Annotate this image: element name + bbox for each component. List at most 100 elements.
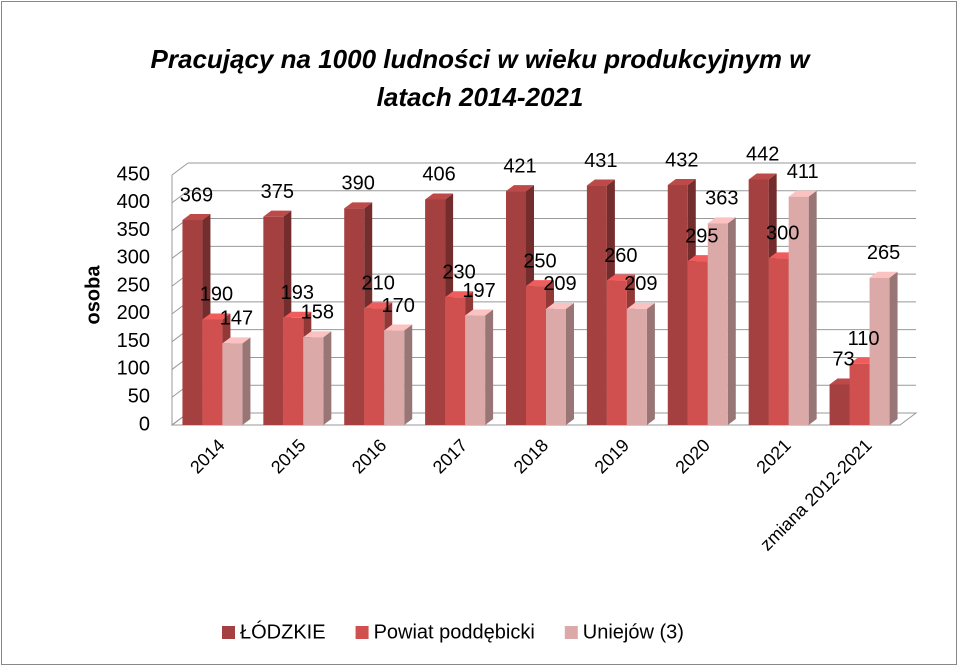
bar-top <box>202 313 231 320</box>
bar <box>586 185 607 425</box>
bar <box>687 261 708 425</box>
bar-top <box>445 291 474 298</box>
value-label: 190 <box>200 284 233 306</box>
value-label: 375 <box>261 181 294 203</box>
bar <box>303 337 324 425</box>
bar <box>768 258 789 425</box>
bar-top <box>526 280 554 287</box>
bar-side <box>727 217 736 425</box>
bar-top <box>606 274 635 281</box>
bar <box>707 223 728 425</box>
bar <box>465 315 486 425</box>
bar-top <box>546 302 574 309</box>
bar-top <box>586 179 615 186</box>
bar <box>869 277 890 425</box>
bar-top <box>222 337 251 344</box>
value-label: 265 <box>867 242 900 264</box>
bar <box>344 208 365 425</box>
bar-top <box>788 190 817 197</box>
bar-top <box>344 202 373 209</box>
y-tick-label: 100 <box>117 358 150 380</box>
bar <box>263 216 284 425</box>
legend-swatch <box>564 626 578 639</box>
legend-swatch <box>222 626 235 639</box>
y-tick-label: 150 <box>117 330 150 352</box>
y-tick-label: 0 <box>139 413 150 435</box>
bar <box>182 220 203 425</box>
bar <box>748 179 769 425</box>
value-label: 209 <box>543 273 576 295</box>
bar <box>546 308 566 425</box>
value-label: 363 <box>705 188 738 210</box>
bar-side <box>808 190 817 425</box>
grid-line <box>171 162 189 176</box>
legend-label: Powiat poddębicki <box>374 621 535 643</box>
bar <box>849 363 870 425</box>
value-label: 295 <box>685 225 718 247</box>
value-label: 300 <box>766 223 799 245</box>
bar <box>283 317 304 425</box>
bar-top <box>425 193 454 200</box>
value-label: 260 <box>604 245 637 267</box>
bar-top <box>384 324 413 331</box>
value-label: 193 <box>281 282 314 304</box>
bar <box>667 185 688 425</box>
legend-label: ŁÓDZKIE <box>240 620 326 643</box>
value-label: 158 <box>301 302 334 324</box>
value-label: 431 <box>584 150 617 172</box>
bar <box>202 319 223 425</box>
y-tick-label: 300 <box>117 247 150 269</box>
bar-top <box>626 302 655 309</box>
bar-side <box>566 302 574 425</box>
bar-top <box>506 185 534 192</box>
y-tick-label: 350 <box>117 219 150 241</box>
value-label: 209 <box>624 273 657 295</box>
grid-line <box>171 190 189 204</box>
bar <box>626 308 647 425</box>
y-tick-label: 200 <box>117 302 150 324</box>
value-label: 406 <box>422 164 455 186</box>
bar <box>222 343 243 425</box>
bar <box>384 330 405 425</box>
bar-side <box>646 302 655 425</box>
legend-swatch <box>355 626 369 639</box>
value-label: 210 <box>362 273 395 295</box>
bar-side <box>323 331 332 425</box>
y-tick-label: 250 <box>117 274 150 296</box>
bar-top <box>869 271 898 278</box>
bar-side <box>889 271 898 425</box>
y-tick-label: 400 <box>117 191 150 213</box>
bar-top <box>283 311 312 318</box>
y-tick-label: 50 <box>128 386 150 408</box>
bar <box>829 384 850 425</box>
y-tick-label: 450 <box>117 163 150 185</box>
bar <box>425 199 446 425</box>
bar <box>506 191 526 425</box>
value-label: 73 <box>832 349 854 371</box>
value-label: 442 <box>746 144 779 166</box>
legend-label: Uniejów (3) <box>583 621 684 643</box>
bar-top <box>364 302 393 309</box>
value-label: 411 <box>787 161 819 183</box>
bar <box>445 297 466 425</box>
bar-top <box>748 173 777 180</box>
y-axis-label: osoba <box>82 265 104 325</box>
value-label: 390 <box>342 173 375 195</box>
bar-side <box>485 309 494 425</box>
bar <box>526 286 546 425</box>
bar <box>606 280 627 425</box>
bar-top <box>707 217 736 224</box>
bar-side <box>404 324 413 425</box>
bar-top <box>182 214 211 220</box>
bar-top <box>465 309 494 316</box>
value-label: 197 <box>462 280 495 302</box>
value-label: 421 <box>503 155 536 177</box>
value-label: 170 <box>382 295 415 317</box>
bar <box>364 308 385 425</box>
value-label: 230 <box>442 262 475 284</box>
bar-top <box>303 331 332 338</box>
value-label: 250 <box>523 250 556 272</box>
value-label: 432 <box>665 149 698 171</box>
